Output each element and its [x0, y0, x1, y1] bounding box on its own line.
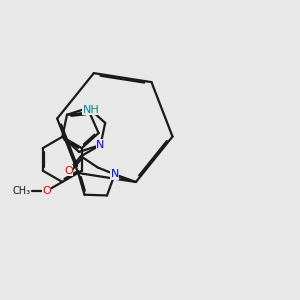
Text: O: O: [42, 186, 51, 196]
Text: O: O: [64, 166, 73, 176]
Text: NH: NH: [82, 105, 99, 115]
Text: CH₃: CH₃: [12, 186, 30, 196]
Text: N: N: [110, 169, 119, 179]
Text: N: N: [96, 140, 105, 150]
